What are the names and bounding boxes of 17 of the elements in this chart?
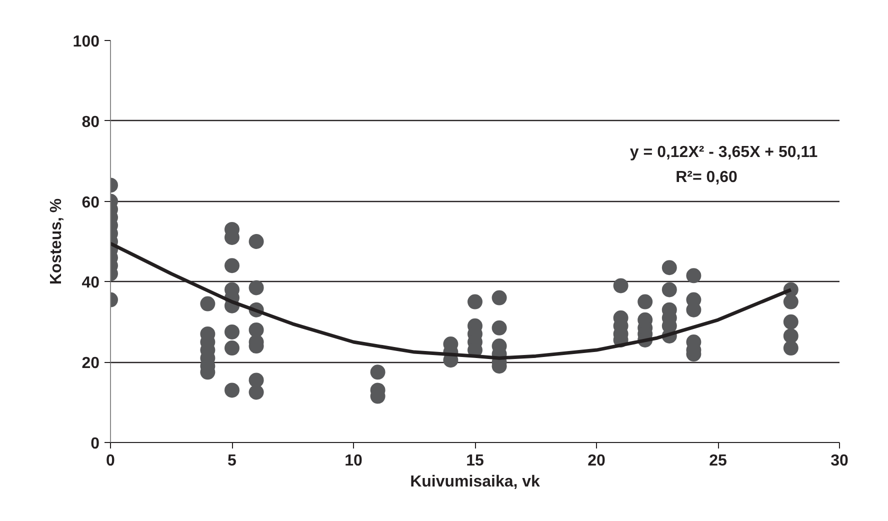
x-tick-label: 25 — [709, 452, 727, 470]
x-axis-title: Kuivumisaika, vk — [410, 474, 540, 490]
y-tick-label: 80 — [82, 114, 100, 131]
x-tick-label: 0 — [106, 452, 116, 470]
y-tick-label: 60 — [82, 194, 100, 212]
x-tick-label: 15 — [466, 452, 484, 470]
x-tick-label: 5 — [228, 452, 237, 470]
y-tick-label: 0 — [90, 436, 100, 452]
x-tick-label: 10 — [344, 452, 362, 470]
x-tick-label: 30 — [830, 452, 848, 470]
annotation: y = 0,12X² - 3,65X + 50,11 — [630, 144, 818, 162]
y-tick-label: 100 — [72, 34, 100, 50]
y-axis-title: Kosteus, % — [48, 198, 65, 285]
y-tick-label: 40 — [82, 274, 100, 292]
x-tick-label: 20 — [588, 452, 606, 470]
y-tick-label: 20 — [82, 355, 100, 372]
annotation: R²= 0,60 — [676, 169, 738, 186]
